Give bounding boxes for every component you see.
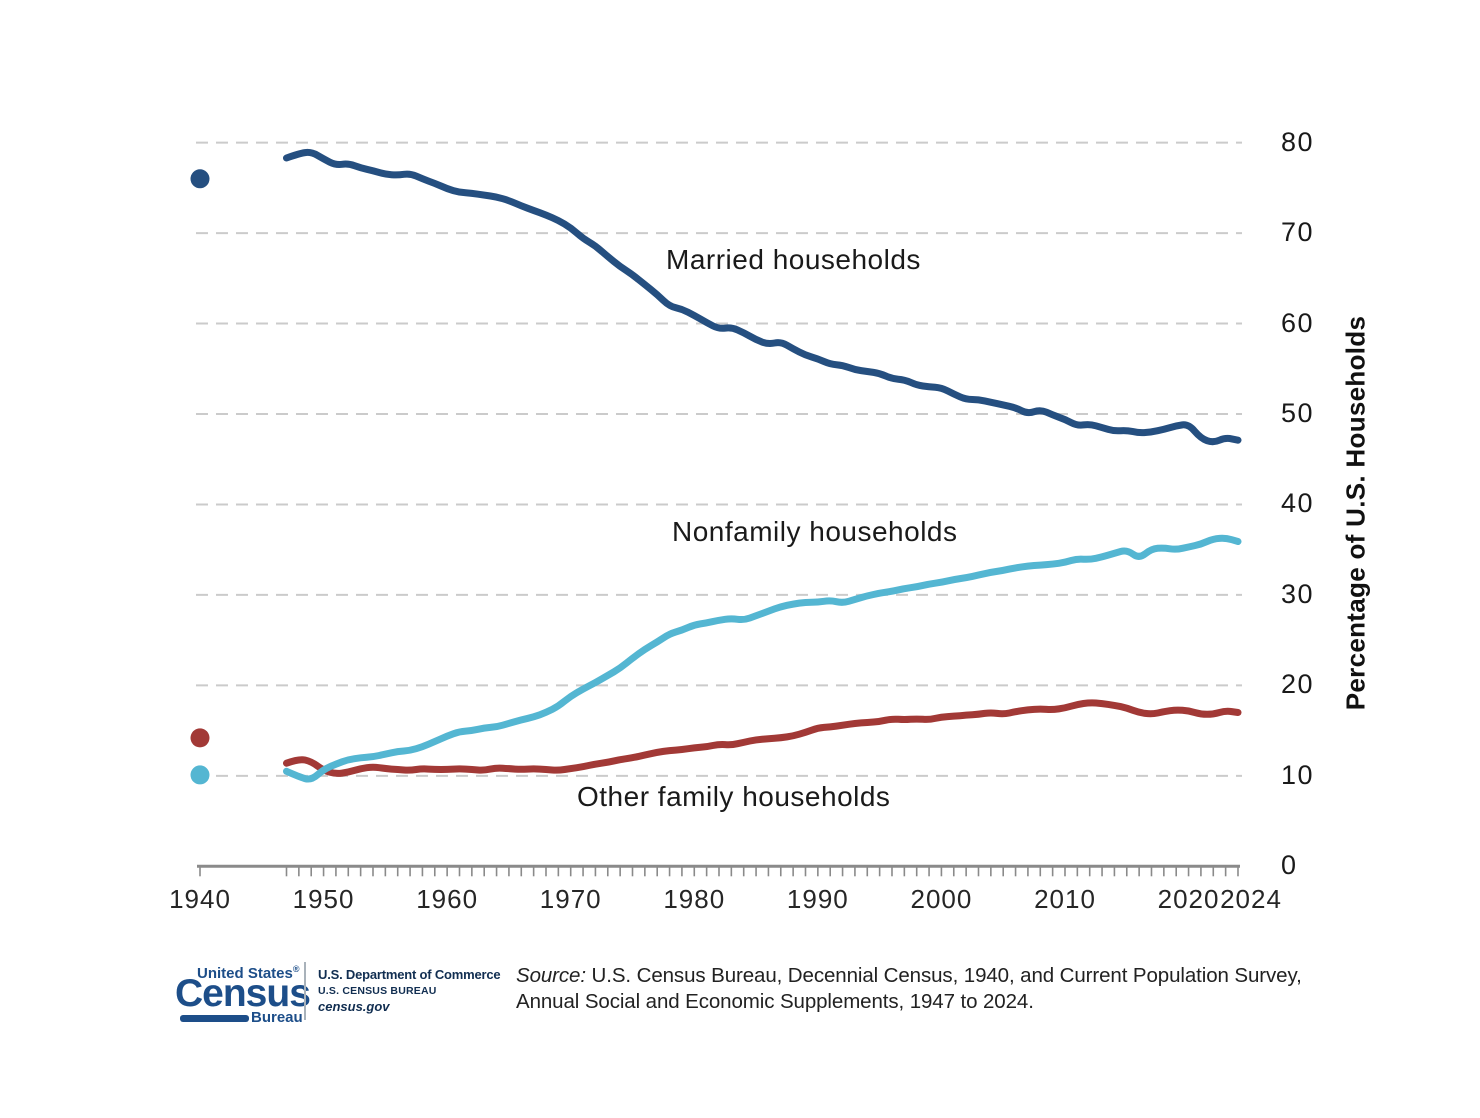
census-bureau-text: U.S. CENSUS BUREAU <box>318 985 437 997</box>
married-households-1940-dot <box>190 169 210 189</box>
x-tick-label-2010: 2010 <box>1034 884 1096 914</box>
nonfamily-households-line <box>283 534 1242 783</box>
x-tick-label-2020: 2020 <box>1157 884 1220 914</box>
y-tick-label-10: 10 <box>1281 759 1315 790</box>
y-tick-label-20: 20 <box>1281 669 1315 700</box>
nonfamily-households-1940-dot <box>190 765 210 785</box>
x-tick-label-1970: 1970 <box>539 884 602 914</box>
logo-united-states-text: United States® <box>197 964 300 982</box>
logo-census-text: Census <box>175 972 311 1015</box>
other-family-households-line <box>283 699 1242 777</box>
source-note: Source: U.S. Census Bureau, Decennial Ce… <box>516 963 1336 1015</box>
source-line1: U.S. Census Bureau, Decennial Census, 19… <box>585 964 1302 987</box>
x-tick-label-1950: 1950 <box>292 884 355 914</box>
series-label-married-households: Married households <box>666 244 921 275</box>
dept-commerce-text: U.S. Department of Commerce <box>318 967 501 982</box>
y-tick-label-60: 60 <box>1281 307 1315 338</box>
source-line2: Annual Social and Economic Supplements, … <box>516 990 1034 1013</box>
logo-divider <box>304 962 306 1020</box>
y-tick-label-40: 40 <box>1281 488 1315 519</box>
y-axis-title: Percentage of U.S. Households <box>1340 315 1371 711</box>
series-label-nonfamily-households: Nonfamily households <box>672 516 958 547</box>
x-tick-label-2000: 2000 <box>910 884 973 914</box>
y-tick-label-80: 80 <box>1281 126 1315 157</box>
y-tick-label-30: 30 <box>1281 578 1315 609</box>
source-label: Source: <box>516 964 586 987</box>
logo-bar-shape <box>180 1015 249 1022</box>
gridlines-group <box>196 141 1242 777</box>
x-tick-label-2024: 2024 <box>1220 884 1282 914</box>
x-tick-label-1960: 1960 <box>416 884 479 914</box>
registered-mark-icon: ® <box>292 964 300 974</box>
footer: United States® Census Bureau U.S. Depart… <box>0 950 1480 1070</box>
tick-marks-group <box>199 866 1239 877</box>
census-gov-text: census.gov <box>318 999 390 1014</box>
x-tick-label-1940: 1940 <box>169 884 231 914</box>
other-family-households-1940-dot <box>190 728 210 748</box>
logo-bureau-text: Bureau <box>251 1009 303 1026</box>
department-text-block: U.S. Department of Commerce U.S. CENSUS … <box>318 967 501 1014</box>
x-tick-label-1990: 1990 <box>786 884 849 914</box>
census-bureau-logo: United States® Census Bureau <box>170 955 320 1035</box>
y-tick-label-0: 0 <box>1281 850 1298 881</box>
y-tick-label-70: 70 <box>1281 217 1315 248</box>
married-households-line <box>283 148 1242 446</box>
y-tick-label-50: 50 <box>1281 398 1315 428</box>
series-label-other-family-households: Other family households <box>577 781 891 812</box>
x-tick-label-1980: 1980 <box>663 884 726 914</box>
